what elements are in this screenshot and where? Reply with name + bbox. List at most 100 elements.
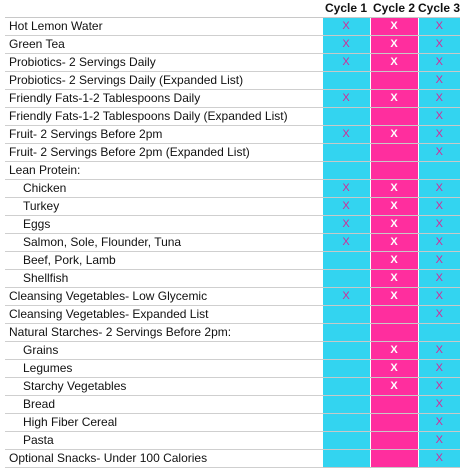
table-body: Hot Lemon Water X X X Green Tea X X X Probiotics… (5, 17, 461, 468)
row-label: Green Tea (5, 35, 322, 54)
row-label: Grains (5, 341, 322, 360)
cycle-3-mark: X (417, 287, 461, 306)
cycle-3-mark: X (417, 341, 461, 360)
cycle-3-mark: X (417, 377, 461, 396)
row-label: Fruit- 2 Servings Before 2pm (5, 125, 322, 144)
row-label: Lean Protein: (5, 161, 322, 180)
table-row: Grains X X (5, 341, 461, 360)
row-label: Fruit- 2 Servings Before 2pm (Expanded L… (5, 143, 322, 162)
cycle-2-mark: X (369, 233, 418, 252)
cycle-2-mark: X (369, 215, 418, 234)
row-label: Cleansing Vegetables- Low Glycemic (5, 287, 322, 306)
cycle-2-mark: X (369, 197, 418, 216)
cycle-2-mark (369, 107, 418, 126)
cycle-1-mark: X (321, 35, 370, 54)
cycle-3-mark: X (417, 197, 461, 216)
cycle-2-mark: X (369, 125, 418, 144)
cycle-1-mark (321, 395, 370, 414)
row-label: Friendly Fats-1-2 Tablespoons Daily (Exp… (5, 107, 322, 126)
row-label: Salmon, Sole, Flounder, Tuna (5, 233, 322, 252)
row-label: Probiotics- 2 Servings Daily (5, 53, 322, 72)
table-row: Probiotics- 2 Servings Daily (Expanded L… (5, 71, 461, 90)
table-row: Fruit- 2 Servings Before 2pm (Expanded L… (5, 143, 461, 162)
cycle-3-mark (417, 161, 461, 180)
cycle-2-mark: X (369, 179, 418, 198)
cycle-1-mark: X (321, 53, 370, 72)
cycle-3-mark: X (417, 125, 461, 144)
table-row: Legumes X X (5, 359, 461, 378)
table-row: Probiotics- 2 Servings Daily X X X (5, 53, 461, 72)
row-label: Shellfish (5, 269, 322, 288)
row-label: Legumes (5, 359, 322, 378)
row-label: Cleansing Vegetables- Expanded List (5, 305, 322, 324)
table-row: Cleansing Vegetables- Low Glycemic X X X (5, 287, 461, 306)
cycle-3-mark: X (417, 53, 461, 72)
cycle-2-mark: X (369, 35, 418, 54)
cycle-1-mark (321, 305, 370, 324)
table-row: Bread X (5, 395, 461, 414)
cycle-3-mark: X (417, 143, 461, 162)
food-cycle-table-container: Cycle 1 Cycle 2 Cycle 3 Hot Lemon Water X… (5, 0, 461, 468)
cycle-1-mark (321, 377, 370, 396)
cycle-3-mark: X (417, 71, 461, 90)
cycle-1-mark (321, 269, 370, 288)
table-row: Salmon, Sole, Flounder, Tuna X X X (5, 233, 461, 252)
cycle-3-mark: X (417, 359, 461, 378)
table-row: Optional Snacks- Under 100 Calories X (5, 449, 461, 468)
cycle-1-mark (321, 323, 370, 342)
table-row: Cleansing Vegetables- Expanded List X (5, 305, 461, 324)
cycle-3-mark: X (417, 269, 461, 288)
table-row: Turkey X X X (5, 197, 461, 216)
cycle-1-mark (321, 143, 370, 162)
cycle-1-mark (321, 71, 370, 90)
cycle-2-mark (369, 323, 418, 342)
row-label: Turkey (5, 197, 322, 216)
table-row: Beef, Pork, Lamb X X (5, 251, 461, 270)
table-row: Friendly Fats-1-2 Tablespoons Daily (Exp… (5, 107, 461, 126)
cycle-1-mark (321, 413, 370, 432)
table-row: Pasta X (5, 431, 461, 450)
header-cycle-3: Cycle 3 (418, 0, 461, 18)
header-cycle-1: Cycle 1 (322, 0, 370, 18)
table-row: Chicken X X X (5, 179, 461, 198)
cycle-3-mark: X (417, 305, 461, 324)
table-row: Starchy Vegetables X X (5, 377, 461, 396)
row-label: High Fiber Cereal (5, 413, 322, 432)
table-row: Hot Lemon Water X X X (5, 17, 461, 36)
cycle-2-mark: X (369, 17, 418, 36)
cycle-3-mark: X (417, 17, 461, 36)
cycle-2-mark: X (369, 89, 418, 108)
cycle-1-mark (321, 251, 370, 270)
cycle-1-mark (321, 359, 370, 378)
cycle-1-mark (321, 431, 370, 450)
food-cycle-table: Cycle 1 Cycle 2 Cycle 3 Hot Lemon Water X… (5, 0, 461, 468)
cycle-2-mark (369, 395, 418, 414)
cycle-2-mark: X (369, 377, 418, 396)
cycle-3-mark: X (417, 431, 461, 450)
cycle-3-mark: X (417, 233, 461, 252)
row-label: Chicken (5, 179, 322, 198)
cycle-2-mark (369, 431, 418, 450)
row-label: Bread (5, 395, 322, 414)
table-row: Green Tea X X X (5, 35, 461, 54)
cycle-3-mark: X (417, 413, 461, 432)
cycle-2-mark: X (369, 53, 418, 72)
cycle-1-mark: X (321, 287, 370, 306)
cycle-1-mark: X (321, 179, 370, 198)
table-row: Natural Starches- 2 Servings Before 2pm: (5, 323, 461, 342)
cycle-2-mark: X (369, 251, 418, 270)
cycle-3-mark: X (417, 449, 461, 468)
row-label: Hot Lemon Water (5, 17, 322, 36)
table-row: Friendly Fats-1-2 Tablespoons Daily X X X (5, 89, 461, 108)
table-row: High Fiber Cereal X (5, 413, 461, 432)
cycle-1-mark (321, 449, 370, 468)
cycle-1-mark: X (321, 233, 370, 252)
cycle-3-mark: X (417, 215, 461, 234)
row-label: Eggs (5, 215, 322, 234)
row-label: Natural Starches- 2 Servings Before 2pm: (5, 323, 322, 342)
cycle-3-mark: X (417, 179, 461, 198)
table-row: Lean Protein: (5, 161, 461, 180)
cycle-2-mark (369, 161, 418, 180)
row-label: Beef, Pork, Lamb (5, 251, 322, 270)
cycle-2-mark (369, 71, 418, 90)
